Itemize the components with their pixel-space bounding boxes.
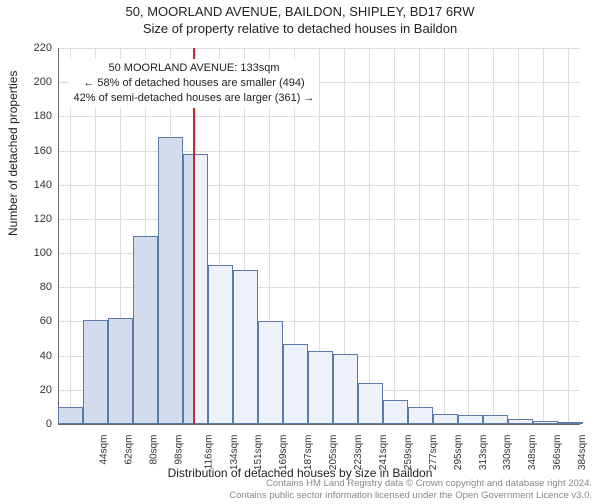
histogram-bar bbox=[108, 318, 133, 424]
plot-area: 50 MOORLAND AVENUE: 133sqm← 58% of detac… bbox=[58, 48, 580, 424]
histogram-bar bbox=[158, 137, 183, 424]
y-tick-label: 200 bbox=[0, 76, 52, 88]
histogram-bar bbox=[458, 415, 483, 424]
gridline-v bbox=[394, 48, 395, 424]
x-tick-label: 313sqm bbox=[478, 435, 489, 471]
histogram-bar bbox=[558, 422, 583, 424]
y-tick-label: 60 bbox=[0, 315, 52, 327]
histogram-bar bbox=[533, 421, 558, 424]
y-tick-label: 100 bbox=[0, 247, 52, 259]
y-tick-label: 140 bbox=[0, 179, 52, 191]
histogram-bar bbox=[133, 236, 158, 424]
gridline-v bbox=[419, 48, 420, 424]
gridline-v bbox=[568, 48, 569, 424]
gridline-v bbox=[543, 48, 544, 424]
y-tick-label: 0 bbox=[0, 418, 52, 430]
histogram-bar bbox=[58, 407, 83, 424]
x-tick-label: 295sqm bbox=[453, 435, 464, 471]
chart-title-1: 50, MOORLAND AVENUE, BAILDON, SHIPLEY, B… bbox=[0, 4, 600, 19]
histogram-bar bbox=[383, 400, 408, 424]
x-tick-label: 187sqm bbox=[303, 435, 314, 471]
histogram-bar bbox=[233, 270, 258, 424]
x-tick-label: 98sqm bbox=[174, 435, 185, 465]
y-tick-label: 120 bbox=[0, 213, 52, 225]
annotation-line: 42% of semi-detached houses are larger (… bbox=[74, 91, 315, 106]
annotation-line: ← 58% of detached houses are smaller (49… bbox=[74, 76, 315, 91]
histogram-bar bbox=[358, 383, 383, 424]
footer-line-2: Contains public sector information licen… bbox=[229, 490, 592, 502]
x-tick-label: 330sqm bbox=[502, 435, 513, 471]
histogram-bar bbox=[508, 419, 533, 424]
y-axis-line bbox=[58, 48, 59, 424]
histogram-bar bbox=[433, 414, 458, 424]
chart-title-2: Size of property relative to detached ho… bbox=[0, 21, 600, 36]
y-tick-label: 180 bbox=[0, 110, 52, 122]
histogram-bar bbox=[408, 407, 433, 424]
x-tick-label: 348sqm bbox=[527, 435, 538, 471]
annotation-box: 50 MOORLAND AVENUE: 133sqm← 58% of detac… bbox=[69, 59, 320, 108]
histogram-bar bbox=[333, 354, 358, 424]
y-tick-label: 220 bbox=[0, 42, 52, 54]
annotation-line: 50 MOORLAND AVENUE: 133sqm bbox=[74, 61, 315, 76]
histogram-bar bbox=[194, 154, 208, 424]
y-tick-label: 160 bbox=[0, 145, 52, 157]
x-axis-line bbox=[58, 424, 580, 425]
histogram-bar bbox=[483, 415, 508, 424]
x-tick-label: 116sqm bbox=[204, 435, 215, 470]
histogram-bar bbox=[308, 351, 333, 424]
x-tick-label: 384sqm bbox=[577, 435, 588, 471]
gridline-v bbox=[369, 48, 370, 424]
x-tick-label: 44sqm bbox=[99, 435, 110, 465]
footer-line-1: Contains HM Land Registry data © Crown c… bbox=[229, 478, 592, 490]
histogram-bar bbox=[83, 320, 108, 424]
gridline-v bbox=[468, 48, 469, 424]
gridline-v bbox=[493, 48, 494, 424]
histogram-bar bbox=[283, 344, 308, 424]
x-tick-label: 151sqm bbox=[253, 435, 264, 471]
x-tick-label: 134sqm bbox=[230, 435, 241, 471]
x-tick-label: 169sqm bbox=[278, 435, 289, 471]
y-tick-label: 20 bbox=[0, 384, 52, 396]
histogram-bar bbox=[258, 321, 283, 424]
x-tick-label: 366sqm bbox=[552, 435, 563, 471]
y-tick-label: 40 bbox=[0, 350, 52, 362]
x-tick-label: 223sqm bbox=[353, 435, 364, 471]
x-tick-label: 62sqm bbox=[124, 435, 135, 465]
x-tick-label: 205sqm bbox=[328, 435, 339, 471]
x-tick-label: 277sqm bbox=[428, 435, 439, 471]
x-tick-label: 80sqm bbox=[149, 435, 160, 465]
y-tick-label: 80 bbox=[0, 281, 52, 293]
x-tick-label: 241sqm bbox=[378, 435, 389, 471]
x-tick-label: 259sqm bbox=[403, 435, 414, 471]
gridline-v bbox=[518, 48, 519, 424]
histogram-bar bbox=[208, 265, 233, 424]
footer-attribution: Contains HM Land Registry data © Crown c… bbox=[229, 478, 592, 502]
gridline-v bbox=[444, 48, 445, 424]
